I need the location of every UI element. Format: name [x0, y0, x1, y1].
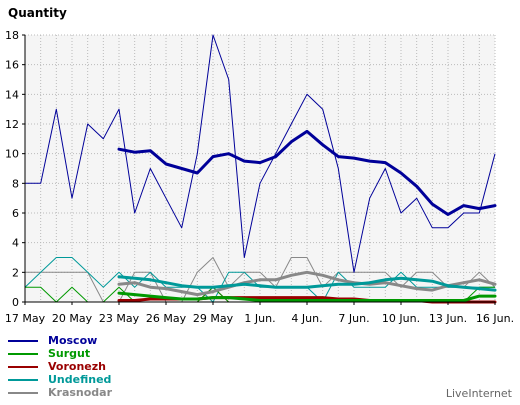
- y-axis-label: Quantity: [8, 6, 67, 20]
- x-tick-label: 23 May: [99, 312, 140, 325]
- y-tick-label: 0: [12, 296, 19, 309]
- x-tick-label: 16 Jun.: [476, 312, 514, 325]
- legend-label: Voronezh: [48, 360, 106, 373]
- legend-item-undefined: Undefined: [8, 373, 112, 386]
- series-average-undefined: [117, 275, 497, 292]
- brand-label: LiveInternet: [445, 387, 512, 400]
- legend-label: Surgut: [48, 347, 91, 360]
- legend-label: Moscow: [48, 334, 98, 347]
- legend-item-krasnodar: Krasnodar: [8, 386, 112, 399]
- axes: 0 2 4 6 8 10 12 14 16 18 17 May 20 May 23 May 26 May 2…: [5, 29, 514, 325]
- x-tick-label: 17 May: [5, 312, 46, 325]
- legend-item-moscow: Moscow: [8, 334, 112, 347]
- y-tick-label: 6: [12, 207, 19, 220]
- series-average-moscow: [117, 129, 497, 216]
- y-tick-label: 18: [5, 29, 19, 42]
- legend-swatch: [8, 352, 38, 355]
- x-tick-label: 13 Jun.: [429, 312, 467, 325]
- legend-swatch: [8, 339, 38, 342]
- y-tick-label: 16: [5, 59, 19, 72]
- y-tick-label: 14: [5, 88, 19, 101]
- x-tick-label: 7 Jun.: [338, 312, 369, 325]
- series-average-krasnodar: [117, 270, 497, 297]
- series-line-moscow: [25, 34, 496, 273]
- x-tick-label: 29 May: [193, 312, 234, 325]
- series-average-surgut: [117, 291, 497, 302]
- legend-swatch: [8, 365, 38, 368]
- y-tick-label: 2: [12, 266, 19, 279]
- x-tick-label: 10 Jun.: [382, 312, 420, 325]
- legend-label: Krasnodar: [48, 386, 113, 399]
- legend-swatch: [8, 378, 38, 381]
- plot-area: [25, 35, 495, 302]
- y-tick-label: 4: [12, 237, 19, 250]
- x-tick-label: 1 Jun.: [244, 312, 275, 325]
- y-tick-label: 10: [5, 148, 19, 161]
- x-tick-label: 26 May: [146, 312, 187, 325]
- y-tick-label: 8: [12, 177, 19, 190]
- x-tick-label: 20 May: [52, 312, 93, 325]
- legend-label: Undefined: [48, 373, 112, 386]
- x-tick-label: 4 Jun.: [291, 312, 322, 325]
- legend-swatch: [8, 391, 38, 394]
- legend-item-voronezh: Voronezh: [8, 360, 112, 373]
- legend-item-surgut: Surgut: [8, 347, 112, 360]
- y-tick-label: 12: [5, 118, 19, 131]
- legend: Moscow Surgut Voronezh Undefined Krasnodar: [8, 334, 112, 399]
